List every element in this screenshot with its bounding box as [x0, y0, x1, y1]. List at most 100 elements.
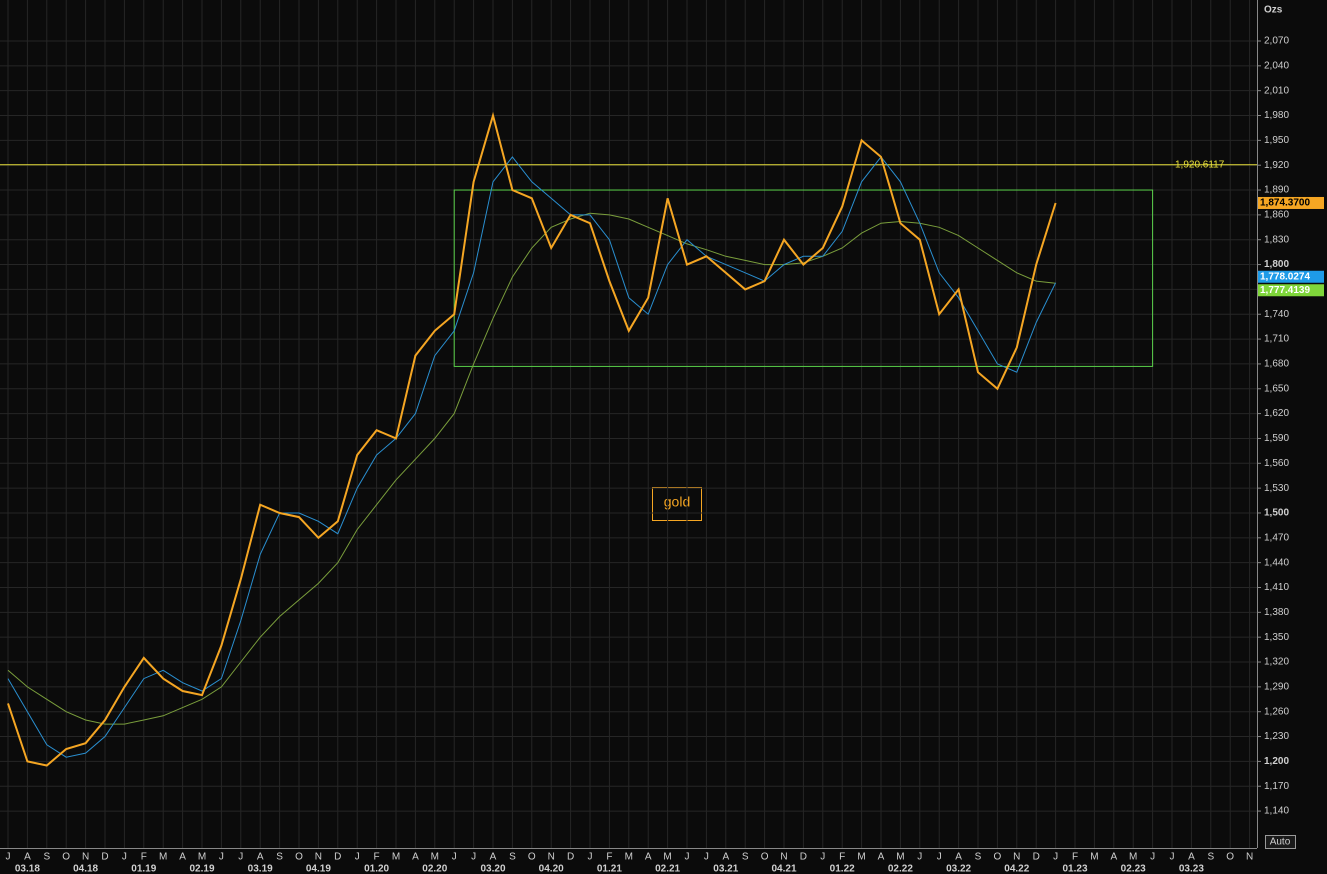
y-tick-label: 1,140 — [1264, 806, 1289, 817]
quarter-label: 04.19 — [306, 864, 331, 874]
value-tag — [1258, 284, 1324, 297]
y-tick-label: 1,560 — [1264, 458, 1289, 469]
y-tick-label: 1,800 — [1264, 259, 1289, 270]
x-tick-label: J — [1053, 852, 1058, 863]
value-tag — [1258, 270, 1324, 283]
quarter-label: 01.22 — [830, 864, 855, 874]
x-tick-label: O — [528, 852, 536, 863]
x-tick-label: J — [219, 852, 224, 863]
y-tick-label: 1,590 — [1264, 433, 1289, 444]
x-tick-label: M — [857, 852, 865, 863]
quarter-label: 03.18 — [15, 864, 40, 874]
x-tick-label: J — [1170, 852, 1175, 863]
x-tick-label: J — [704, 852, 709, 863]
range-box — [453, 189, 1154, 367]
annotation-box — [652, 487, 702, 521]
y-tick-label: 1,380 — [1264, 607, 1289, 618]
reference-label: 1,920.6117 — [1175, 159, 1225, 170]
quarter-label: 03.19 — [248, 864, 273, 874]
x-tick-label: S — [276, 852, 283, 863]
y-tick-label: 1,740 — [1264, 309, 1289, 320]
quarter-label: 02.20 — [422, 864, 447, 874]
x-tick-label: O — [761, 852, 769, 863]
quarter-label: 04.22 — [1004, 864, 1029, 874]
x-tick-label: O — [994, 852, 1002, 863]
quarter-label: 04.18 — [73, 864, 98, 874]
price-line — [7, 212, 1056, 725]
quarter-label: 02.23 — [1121, 864, 1146, 874]
x-tick-label: J — [917, 852, 922, 863]
x-tick-label: A — [955, 852, 962, 863]
x-tick-label: J — [238, 852, 243, 863]
x-tick-label: J — [355, 852, 360, 863]
y-tick-label: 1,350 — [1264, 632, 1289, 643]
value-tag-label: 1,874.3700 — [1260, 198, 1310, 209]
y-tick-label: 1,650 — [1264, 383, 1289, 394]
x-tick-label: J — [471, 852, 476, 863]
quarter-label: 02.22 — [888, 864, 913, 874]
quarter-label: 01.19 — [131, 864, 156, 874]
quarter-label: 02.19 — [189, 864, 214, 874]
x-tick-label: M — [1090, 852, 1098, 863]
x-tick-label: D — [101, 852, 108, 863]
y-tick-label: 1,830 — [1264, 234, 1289, 245]
x-tick-label: A — [257, 852, 264, 863]
x-tick-label: J — [122, 852, 127, 863]
x-tick-label: F — [141, 852, 147, 863]
x-tick-label: M — [663, 852, 671, 863]
y-tick-label: 1,230 — [1264, 731, 1289, 742]
x-tick-label: A — [412, 852, 419, 863]
y-tick-label: 2,040 — [1264, 60, 1289, 71]
auto-button[interactable] — [1265, 835, 1296, 849]
x-tick-label: M — [159, 852, 167, 863]
y-tick-label: 1,620 — [1264, 408, 1289, 419]
x-tick-label: N — [780, 852, 787, 863]
x-tick-label: S — [742, 852, 749, 863]
x-tick-label: A — [878, 852, 885, 863]
x-tick-label: M — [896, 852, 904, 863]
y-tick-label: 1,470 — [1264, 532, 1289, 543]
x-tick-label: S — [43, 852, 50, 863]
x-tick-label: F — [1072, 852, 1078, 863]
y-tick-label: 1,890 — [1264, 185, 1289, 196]
x-tick-label: D — [334, 852, 341, 863]
x-tick-label: N — [1246, 852, 1253, 863]
x-tick-label: N — [1013, 852, 1020, 863]
x-tick-label: D — [1033, 852, 1040, 863]
x-tick-label: M — [431, 852, 439, 863]
y-tick-label: 2,010 — [1264, 85, 1289, 96]
quarter-label: 03.23 — [1179, 864, 1204, 874]
value-tag-label: 1,778.0274 — [1260, 271, 1310, 282]
x-tick-label: M — [392, 852, 400, 863]
quarter-label: 01.21 — [597, 864, 622, 874]
quarter-label: 02.21 — [655, 864, 680, 874]
x-tick-label: A — [1188, 852, 1195, 863]
quarter-label: 01.23 — [1062, 864, 1087, 874]
x-tick-label: J — [452, 852, 457, 863]
y-tick-label: 1,320 — [1264, 657, 1289, 668]
unit-label: Ozs — [1264, 5, 1283, 16]
x-tick-label: F — [374, 852, 380, 863]
x-tick-label: J — [937, 852, 942, 863]
x-tick-label: O — [295, 852, 303, 863]
x-tick-label: S — [509, 852, 516, 863]
x-tick-label: N — [315, 852, 322, 863]
x-tick-label: S — [1207, 852, 1214, 863]
y-tick-label: 2,070 — [1264, 36, 1289, 47]
quarter-label: 04.21 — [771, 864, 796, 874]
y-tick-label: 1,860 — [1264, 210, 1289, 221]
auto-button-label[interactable]: Auto — [1270, 837, 1291, 848]
y-tick-label: 1,920 — [1264, 160, 1289, 171]
quarter-label: 03.21 — [713, 864, 738, 874]
x-tick-label: F — [839, 852, 845, 863]
quarter-label: 01.20 — [364, 864, 389, 874]
x-tick-label: N — [82, 852, 89, 863]
x-tick-label: D — [567, 852, 574, 863]
y-tick-label: 1,440 — [1264, 557, 1289, 568]
quarter-label: 04.20 — [539, 864, 564, 874]
x-tick-label: J — [588, 852, 593, 863]
x-tick-label: A — [1110, 852, 1117, 863]
x-tick-label: D — [800, 852, 807, 863]
x-tick-label: M — [625, 852, 633, 863]
